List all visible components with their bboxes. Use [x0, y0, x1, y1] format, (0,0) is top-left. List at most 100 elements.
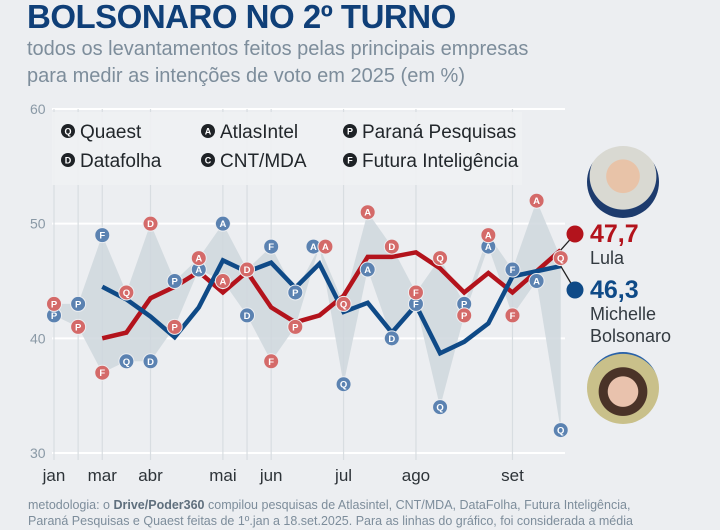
poll-marker-letter: F — [99, 231, 105, 242]
lula-poll-marker: D — [383, 238, 400, 255]
x-tick-label: jun — [259, 466, 283, 485]
legend-marker-letter: D — [65, 156, 72, 166]
michelle-poll-marker: D — [239, 307, 256, 324]
poll-marker-circle — [70, 295, 87, 312]
poll-marker-letter: Q — [557, 254, 564, 265]
poll-marker-letter: Q — [123, 357, 130, 368]
lula-poll-marker: A — [480, 227, 497, 244]
michelle-poll-marker: P — [287, 284, 304, 301]
michelle-poll-marker: A — [214, 215, 231, 232]
poll-marker-circle — [118, 353, 135, 370]
poll-marker-circle — [552, 422, 569, 439]
lula-poll-marker: D — [142, 215, 159, 232]
legend-marker-icon — [201, 124, 215, 138]
poll-marker-letter: P — [461, 311, 468, 322]
poll-marker-circle — [432, 250, 449, 267]
poll-marker-circle — [214, 273, 231, 289]
poll-marker-letter: P — [75, 299, 82, 310]
legend-marker-letter: C — [205, 156, 212, 166]
michelle-portrait — [587, 352, 659, 424]
poll-marker-circle — [70, 318, 87, 335]
legend-label: Futura Inteligência — [362, 151, 519, 172]
lula-poll-marker: A — [528, 192, 545, 209]
poll-marker-letter: A — [219, 219, 226, 230]
michelle-final-value: 46,3 — [590, 276, 639, 304]
legend-label: AtlasIntel — [220, 122, 298, 143]
legend-label: CNT/MDA — [220, 151, 307, 172]
legend-marker-icon — [343, 124, 357, 138]
poll-marker-circle — [118, 284, 135, 301]
michelle-poll-marker: A — [359, 261, 376, 278]
y-tick-label: 60 — [30, 101, 46, 117]
lula-poll-marker: Q — [432, 250, 449, 267]
lula-poll-marker: P — [46, 295, 62, 312]
poll-marker-circle — [359, 204, 376, 221]
lula-poll-marker: A — [359, 204, 376, 221]
lula-end-dot — [566, 225, 584, 243]
poll-marker-circle — [142, 353, 159, 370]
subtitle-line-1: todos os levantamentos feitos pelas prin… — [27, 38, 529, 60]
poll-marker-letter: A — [364, 208, 371, 219]
poll-marker-letter: A — [533, 277, 540, 288]
legend-marker-letter: P — [347, 127, 353, 137]
poll-marker-letter: P — [292, 322, 299, 333]
poll-range-band — [54, 200, 561, 431]
lula-poll-marker: A — [214, 273, 231, 289]
lula-poll-marker: P — [287, 318, 304, 335]
poll-marker-letter: P — [461, 299, 468, 310]
legend-box — [52, 112, 522, 185]
footer-line-1: metodologia: o Drive/Poder360 compilou p… — [28, 498, 630, 513]
michelle-poll-marker: A — [528, 273, 545, 289]
footer-rest: compilou pesquisas de Atlasintel, CNT/MD… — [204, 498, 631, 512]
poll-marker-letter: Q — [436, 254, 443, 265]
poll-marker-letter: A — [195, 254, 202, 265]
poll-marker-letter: A — [533, 196, 540, 207]
x-tick-label: ago — [402, 466, 430, 485]
poll-marker-circle — [94, 227, 111, 244]
poll-marker-circle — [142, 215, 159, 232]
poll-marker-letter: Q — [340, 380, 347, 391]
poll-marker-letter: P — [292, 288, 299, 299]
poll-marker-letter: A — [485, 231, 492, 242]
poll-marker-letter: A — [364, 265, 371, 276]
legend-marker-icon — [61, 124, 75, 138]
poll-marker-letter: Q — [340, 299, 347, 310]
michelle-poll-marker: P — [166, 273, 183, 289]
poll-marker-circle — [317, 238, 334, 255]
poll-marker-circle — [166, 273, 183, 289]
poll-marker-letter: A — [195, 265, 202, 276]
footer-line-2: Paraná Pesquisas e Quaest feitas de 1º.j… — [28, 514, 633, 528]
poll-marker-letter: F — [99, 368, 105, 379]
legend: Q Quaest A AtlasIntel P Paraná Pesquisas D Data… — [52, 112, 522, 185]
poll-marker-letter: P — [171, 322, 178, 333]
poll-marker-circle — [190, 250, 207, 267]
michelle-average-line — [101, 257, 562, 357]
lula-poll-marker: Q — [118, 284, 135, 301]
poll-marker-circle — [263, 238, 280, 255]
poll-marker-circle — [335, 295, 352, 312]
poll-marker-circle — [407, 284, 424, 301]
lula-poll-marker: D — [239, 261, 256, 278]
lula-poll-marker: P — [70, 318, 87, 335]
poll-marker-circle — [456, 307, 473, 324]
michelle-poll-marker: Q — [335, 376, 352, 393]
michelle-end-dot — [566, 281, 584, 299]
michelle-poll-marker: F — [94, 227, 111, 244]
poll-marker-letter: D — [147, 219, 154, 230]
michelle-name-line2: Bolsonaro — [590, 326, 672, 346]
legend-marker-letter: F — [347, 156, 353, 166]
legend-marker-letter: A — [205, 127, 212, 137]
x-tick-label: abr — [138, 466, 163, 485]
michelle-poll-marker: A — [480, 238, 497, 255]
poll-marker-circle — [383, 238, 400, 255]
poll-marker-letter: P — [51, 299, 58, 310]
poll-marker-circle — [46, 295, 62, 312]
legend-marker-letter: Q — [64, 127, 71, 137]
poll-marker-circle — [552, 250, 569, 267]
poll-marker-circle — [214, 215, 231, 232]
poll-marker-letter: D — [388, 334, 395, 345]
poll-marker-letter: P — [171, 277, 178, 288]
lula-name: Lula — [590, 248, 625, 268]
michelle-poll-marker: F — [504, 261, 521, 278]
